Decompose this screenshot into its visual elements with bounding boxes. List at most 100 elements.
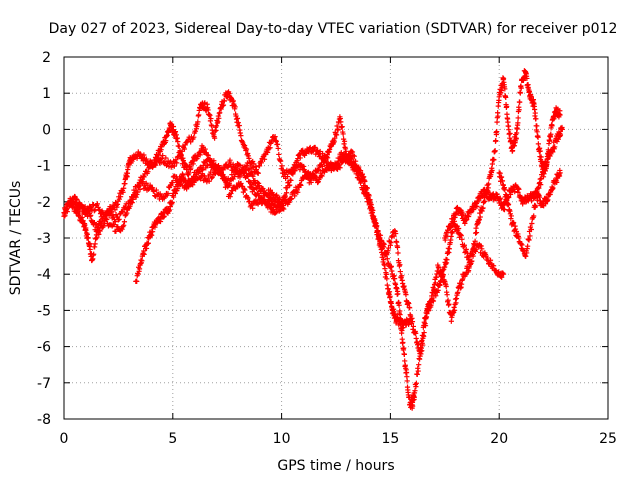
- data-point-sample: [232, 104, 238, 110]
- data-point-sample: [413, 330, 419, 336]
- data-point-sample: [288, 177, 294, 184]
- data-point-sample: [355, 171, 361, 177]
- data-point-sample: [491, 157, 497, 163]
- data-point-sample: [114, 204, 120, 210]
- data-point: [96, 231, 102, 237]
- data-point-sample: [385, 245, 392, 251]
- data-point-sample: [83, 227, 89, 233]
- data-point-sample: [121, 219, 128, 225]
- data-point-sample: [219, 171, 225, 177]
- data-point-sample: [524, 75, 530, 82]
- data-point-sample: [444, 233, 450, 239]
- data-point-sample: [194, 167, 201, 173]
- data-point-sample: [169, 199, 175, 205]
- data-point-sample: [137, 186, 143, 193]
- data-point-sample: [459, 276, 466, 282]
- data-point-sample: [205, 163, 211, 169]
- data-point-sample: [82, 222, 88, 228]
- data-point-sample: [190, 161, 196, 167]
- data-point-sample: [388, 240, 394, 246]
- data-point-sample: [399, 273, 405, 279]
- data-point-sample: [238, 133, 244, 139]
- data-point-sample: [528, 226, 534, 233]
- data-point-sample: [217, 166, 223, 172]
- data-point-sample: [188, 139, 194, 145]
- data-point-sample: [195, 119, 201, 125]
- data-point-sample: [413, 380, 419, 386]
- data-point-sample: [494, 128, 500, 135]
- data-point-sample: [495, 113, 501, 119]
- data-point-sample: [504, 192, 510, 198]
- data-point-sample: [401, 351, 407, 357]
- data-point-sample: [145, 240, 151, 246]
- data-point-sample: [414, 371, 420, 378]
- data-point-sample: [172, 190, 179, 197]
- x-tick-label: 25: [599, 431, 617, 447]
- data-point-sample: [221, 174, 227, 180]
- data-point-sample: [383, 271, 389, 277]
- data-point-sample: [188, 165, 194, 171]
- data-point-sample: [391, 233, 397, 239]
- data-point-sample: [526, 88, 532, 95]
- data-point-sample: [117, 194, 124, 200]
- data-point-sample: [172, 129, 179, 135]
- data-point-sample: [88, 205, 94, 211]
- data-point-sample: [216, 115, 222, 121]
- axis-tick-labels: 0 5 10 15 20 25 -8 -7 -6 -5 -4 -3 -2 -1 0 1 2: [37, 50, 617, 447]
- data-point-sample: [315, 179, 321, 186]
- y-tick-label: -5: [37, 303, 51, 319]
- data-point-sample: [470, 247, 476, 253]
- data-point-sample: [267, 195, 274, 202]
- data-point: [237, 130, 243, 136]
- data-point-sample: [243, 170, 249, 176]
- data-point-sample: [76, 205, 83, 211]
- data-point-sample: [513, 135, 519, 141]
- data-point-sample: [493, 138, 499, 144]
- data-point-sample: [121, 222, 127, 228]
- data-point-sample: [287, 182, 293, 188]
- data-point-sample: [256, 163, 263, 169]
- data-point-sample: [92, 241, 98, 247]
- data-point-sample: [436, 265, 442, 271]
- data-point-sample: [267, 145, 273, 151]
- data-point-sample: [178, 152, 184, 158]
- data-point-sample: [282, 193, 288, 199]
- data-point-sample: [336, 158, 342, 164]
- data-point-sample: [470, 253, 476, 259]
- data-point-sample: [439, 269, 445, 275]
- data-point-sample: [78, 201, 84, 208]
- data-point-sample: [81, 206, 87, 212]
- data-point-sample: [211, 158, 217, 164]
- data-point-sample: [167, 183, 173, 189]
- data-point-sample: [315, 147, 321, 154]
- data-point-sample: [242, 187, 248, 193]
- data-point-sample: [312, 144, 318, 151]
- data-point-sample: [215, 119, 221, 125]
- data-point-sample: [349, 149, 356, 155]
- data-point-sample: [134, 278, 140, 285]
- data-point-sample: [440, 273, 446, 279]
- data-point-sample: [500, 270, 506, 276]
- data-point-sample: [385, 260, 392, 266]
- data-point-sample: [230, 161, 236, 167]
- data-point-sample: [129, 200, 135, 206]
- data-point-sample: [192, 176, 198, 182]
- data-point-sample: [224, 183, 230, 189]
- data-point-sample: [283, 190, 290, 196]
- data-point-sample: [410, 403, 416, 409]
- x-tick-label: 15: [381, 431, 399, 447]
- data-point-sample: [170, 124, 177, 130]
- data-point-sample: [494, 119, 500, 125]
- data-point-sample: [501, 207, 508, 213]
- data-point-sample: [139, 258, 145, 264]
- data-point-sample: [491, 263, 497, 269]
- data-point-sample: [334, 132, 340, 138]
- data-point-sample: [546, 138, 553, 144]
- data-point-sample: [120, 209, 126, 215]
- data-point-sample: [261, 156, 268, 162]
- data-point-sample: [515, 115, 521, 121]
- data-point-sample: [424, 306, 431, 313]
- data-point-sample: [195, 170, 201, 176]
- data-point-sample: [484, 188, 490, 194]
- data-point-sample: [518, 85, 524, 91]
